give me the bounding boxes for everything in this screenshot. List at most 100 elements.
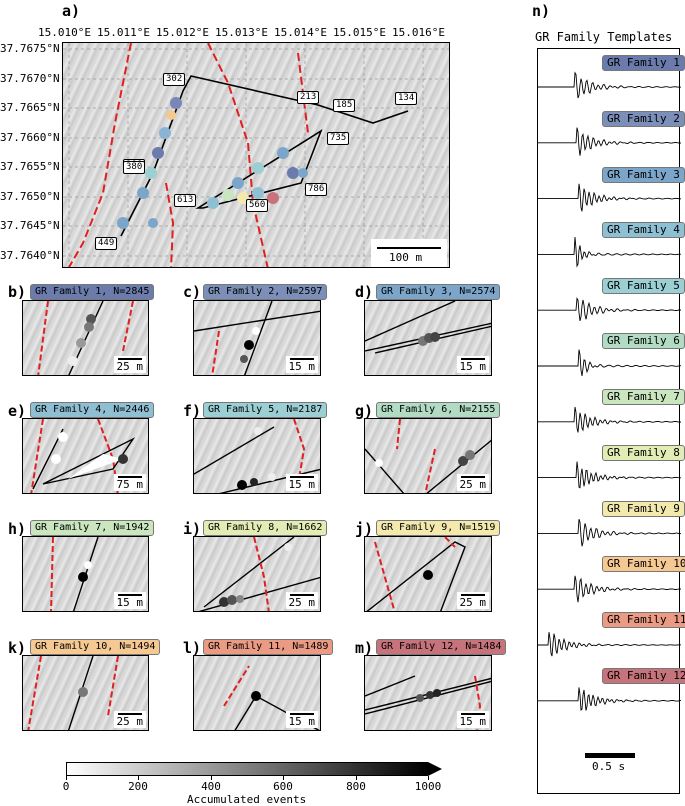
- template-label: GR Family 3: [602, 167, 685, 183]
- scale-label: 15 m: [459, 715, 487, 728]
- family-map-graphics: [30, 419, 136, 493]
- y-tick: 37.7645°N: [0, 219, 60, 232]
- colorbar-label: Accumulated events: [187, 793, 307, 806]
- scale-bar: 15 m: [113, 592, 146, 609]
- family-map: 15 m: [364, 655, 492, 731]
- scale-bar: 15 m: [285, 474, 318, 491]
- family-title: GR Family 2, N=2597: [203, 284, 328, 300]
- scale-bar: 25 m: [456, 592, 489, 609]
- family-map: 25 m: [22, 655, 149, 731]
- node-label: 302: [163, 73, 186, 86]
- colorbar-tick: 0: [62, 780, 70, 793]
- x-tick: 15.011°E: [97, 26, 150, 39]
- template-label: GR Family 1: [602, 55, 685, 71]
- y-tick: 37.7650°N: [0, 190, 60, 203]
- waveform-trace: [538, 461, 681, 489]
- colorbar-extend-arrow: [428, 762, 442, 776]
- family-title: GR Family 7, N=1942: [30, 520, 155, 536]
- node-label: 449: [95, 237, 118, 250]
- panel-label: i): [183, 520, 202, 538]
- scale-label: 15 m: [116, 596, 144, 609]
- waveform-trace: [538, 127, 681, 156]
- scale-label: 25 m: [288, 596, 316, 609]
- template-label: GR Family 2: [602, 111, 685, 127]
- family-map-graphics: [37, 301, 134, 375]
- waveform-trace: [538, 183, 681, 212]
- waveform-trace: [538, 71, 681, 99]
- family-title: GR Family 6, N=2155: [376, 402, 501, 418]
- family-map: 15 m: [193, 418, 321, 494]
- template-label: GR Family 11: [602, 612, 685, 628]
- panel-label: d): [355, 283, 374, 301]
- scale-label: 15 m: [288, 478, 316, 491]
- colorbar-tick: 600: [273, 780, 293, 793]
- panel-label: b): [8, 283, 27, 301]
- family-map: 15 m: [193, 655, 321, 731]
- colorbar-tick: 800: [346, 780, 366, 793]
- family-title: GR Family 11, N=1489: [203, 639, 334, 655]
- family-map: 25 m: [364, 418, 492, 494]
- node-label: 786: [305, 183, 328, 196]
- scale-label: 15 m: [288, 715, 316, 728]
- family-map: 75 m: [22, 418, 149, 494]
- scale-label: 25 m: [459, 596, 487, 609]
- waveform-trace: [538, 575, 681, 603]
- x-tick: 15.016°E: [392, 26, 445, 39]
- template-label: GR Family 10: [602, 556, 685, 572]
- family-map: 25 m: [364, 536, 492, 612]
- waveform-trace: [538, 296, 681, 322]
- scale-bar: 15 m: [456, 711, 489, 728]
- template-label: GR Family 4: [602, 222, 685, 238]
- node-label: 213: [297, 91, 320, 104]
- scale-bar: 15 m: [456, 356, 489, 373]
- panel-label: l): [183, 639, 202, 657]
- panel-a-map: 100 m 302 213 185 134 735 388 380 786 61…: [62, 42, 450, 268]
- template-label: GR Family 5: [602, 278, 685, 294]
- panel-a-map-graphics: [63, 43, 449, 267]
- template-label: GR Family 9: [602, 501, 685, 517]
- template-label: GR Family 7: [602, 389, 685, 405]
- scale-label: 75 m: [116, 478, 144, 491]
- y-tick: 37.7660°N: [0, 131, 60, 144]
- scale-bar: 25 m: [113, 711, 146, 728]
- scale-bar: 25 m: [285, 592, 318, 609]
- node-label: 380: [123, 161, 146, 174]
- template-label: GR Family 8: [602, 445, 685, 461]
- node-label: 185: [333, 99, 356, 112]
- template-label: GR Family 6: [602, 333, 685, 349]
- family-title: GR Family 4, N=2446: [30, 402, 155, 418]
- family-map: 25 m: [193, 536, 321, 612]
- panel-a-label: a): [62, 2, 81, 20]
- templates-panel: GR Family 1 GR Family 2 GR Family 3 GR F…: [537, 48, 685, 794]
- family-map-graphics: [50, 537, 99, 611]
- x-tick: 15.010°E: [38, 26, 91, 39]
- scale-bar: 15 m: [285, 356, 318, 373]
- waveform-trace: [538, 237, 681, 268]
- panel-label: k): [8, 639, 27, 657]
- panel-n-label: n): [532, 2, 551, 20]
- family-map-graphics: [365, 419, 491, 493]
- colorbar-tick: 1000: [414, 780, 442, 793]
- panel-label: c): [183, 283, 202, 301]
- waveform-trace: [538, 349, 681, 376]
- scale-bar: 15 m: [285, 711, 318, 728]
- template-waveforms: [538, 71, 681, 711]
- family-title: GR Family 3, N=2574: [376, 284, 501, 300]
- family-map-graphics: [194, 419, 320, 493]
- templates-title: GR Family Templates: [535, 30, 673, 44]
- family-title: GR Family 5, N=2187: [203, 402, 328, 418]
- scale-label: 25 m: [116, 715, 144, 728]
- colorbar-tick: 200: [128, 780, 148, 793]
- scale-bar: 75 m: [113, 474, 146, 491]
- scale-bar: 25 m: [456, 474, 489, 491]
- family-title: GR Family 1, N=2845: [30, 284, 155, 300]
- y-tick: 37.7675°N: [0, 42, 60, 55]
- y-tick: 37.7655°N: [0, 160, 60, 173]
- y-tick: 37.7670°N: [0, 72, 60, 85]
- family-map: 15 m: [364, 300, 492, 376]
- scale-label: 25 m: [116, 360, 144, 373]
- waveform-trace: [538, 632, 681, 657]
- colorbar: [66, 762, 428, 776]
- node-label: 134: [395, 92, 418, 105]
- x-tick: 15.012°E: [156, 26, 209, 39]
